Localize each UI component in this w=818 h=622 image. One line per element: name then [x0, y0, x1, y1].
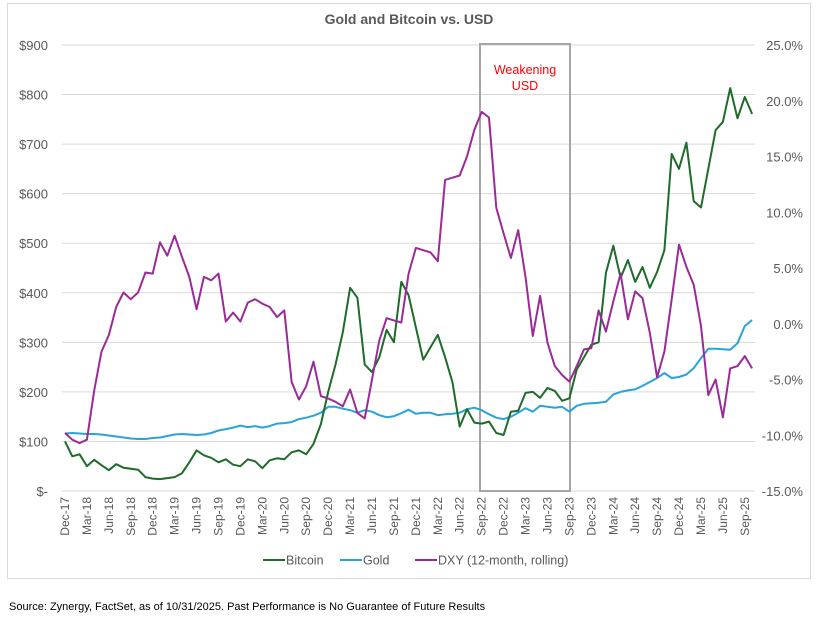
y-right-tick-label: 25.0%: [766, 38, 803, 53]
x-tick-label: Dec-21: [409, 497, 423, 536]
x-tick-label: Mar-19: [168, 497, 182, 535]
x-tick-label: Mar-21: [343, 497, 357, 535]
y-left-tick-label: $200: [19, 385, 48, 400]
x-tick-label: Sep-21: [387, 497, 401, 536]
legend-label: Bitcoin: [286, 554, 324, 568]
x-tick-label: Jun-18: [102, 497, 116, 534]
y-left-tick-label: $900: [19, 38, 48, 53]
y-right-tick-label: -5.0%: [769, 373, 803, 388]
x-tick-label: Jun-23: [540, 497, 554, 534]
y-left-tick-label: $300: [19, 335, 48, 350]
x-tick-label: Mar-22: [431, 497, 445, 535]
annotation-line1: Weakening: [494, 63, 556, 77]
series-line-bitcoin: [64, 87, 754, 481]
y-left-tick-label: $400: [19, 286, 48, 301]
y-left-tick-label: $500: [19, 236, 48, 251]
x-tick-label: Jun-20: [277, 497, 291, 534]
y-left-tick-label: $100: [19, 434, 48, 449]
x-tick-label: Jun-25: [716, 497, 730, 534]
legend-label: Gold: [363, 554, 389, 568]
chart-title: Gold and Bitcoin vs. USD: [325, 11, 494, 27]
y-left-tick-label: $700: [19, 137, 48, 152]
annotation-line2: USD: [512, 79, 538, 93]
legend-item-gold: Gold: [340, 554, 389, 568]
y-right-tick-label: 15.0%: [766, 150, 803, 165]
x-tick-label: Jun-19: [190, 497, 204, 534]
x-tick-label: Jun-24: [628, 497, 642, 534]
series-line-dxy: [64, 110, 753, 445]
y-right-tick-label: -10.0%: [762, 428, 804, 443]
chart-border: [7, 3, 811, 579]
x-tick-label: Jun-21: [365, 497, 379, 534]
x-tick-label: Mar-23: [519, 497, 533, 535]
x-tick-label: Mar-25: [694, 497, 708, 535]
y-right-tick-label: -15.0%: [762, 484, 804, 499]
x-tick-label: Mar-24: [606, 497, 620, 535]
y-left-tick-label: $600: [19, 187, 48, 202]
y-right-tick-label: 20.0%: [766, 94, 803, 109]
x-tick-label: Dec-24: [672, 497, 686, 536]
legend-item-bitcoin: Bitcoin: [263, 554, 324, 568]
legend-item-dxy: DXY (12-month, rolling): [415, 554, 568, 568]
y-left-tick-label: $800: [19, 88, 48, 103]
x-tick-label: Sep-22: [475, 497, 489, 536]
legend-label: DXY (12-month, rolling): [438, 554, 568, 568]
x-tick-label: Sep-20: [299, 497, 313, 536]
x-tick-label: Jun-22: [453, 497, 467, 534]
x-tick-label: Dec-19: [233, 497, 247, 536]
y-right-tick-label: 0.0%: [773, 317, 803, 332]
y-right-tick-label: 10.0%: [766, 205, 803, 220]
x-tick-label: Dec-20: [321, 497, 335, 536]
x-tick-label: Mar-20: [255, 497, 269, 535]
series-line-gold: [64, 319, 753, 440]
y-right-tick-label: 5.0%: [773, 261, 803, 276]
x-tick-label: Sep-18: [124, 497, 138, 536]
x-tick-label: Sep-25: [738, 497, 752, 536]
x-tick-label: Dec-17: [58, 497, 72, 536]
source-note: Source: Zynergy, FactSet, as of 10/31/20…: [9, 601, 486, 613]
x-tick-label: Sep-19: [212, 497, 226, 536]
x-tick-label: Dec-18: [146, 497, 160, 536]
x-tick-label: Dec-22: [497, 497, 511, 536]
x-tick-label: Dec-23: [584, 497, 598, 536]
x-tick-label: Mar-18: [80, 497, 94, 535]
y-left-tick-label: $-: [36, 484, 48, 499]
x-tick-label: Sep-24: [650, 497, 664, 536]
x-tick-label: Sep-23: [562, 497, 576, 536]
weakening-usd-box: [479, 43, 571, 492]
